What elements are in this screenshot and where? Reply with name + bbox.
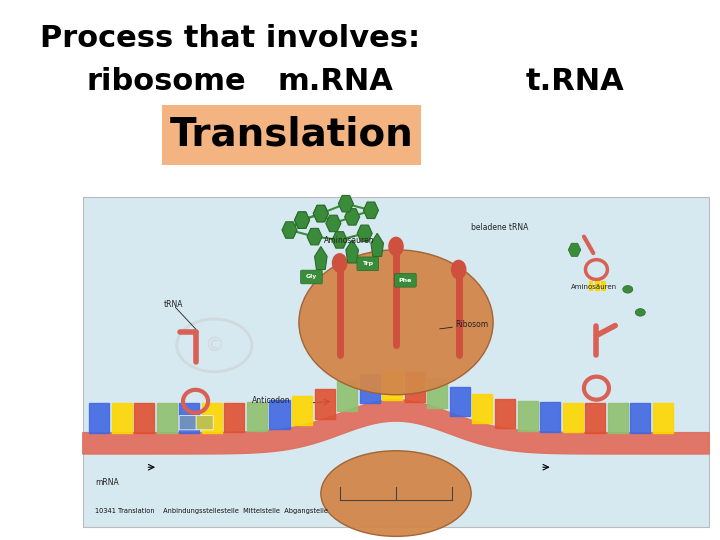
Polygon shape [357,225,372,241]
Polygon shape [495,399,515,428]
Text: mRNA: mRNA [95,478,119,487]
Text: t.RNA: t.RNA [526,68,624,97]
Text: Anticodon: Anticodon [252,396,291,405]
FancyBboxPatch shape [179,416,197,430]
FancyBboxPatch shape [301,270,323,284]
Ellipse shape [321,451,471,536]
Ellipse shape [332,253,348,273]
FancyBboxPatch shape [395,273,416,287]
Polygon shape [315,246,327,269]
Polygon shape [326,215,341,232]
Polygon shape [313,205,328,222]
Polygon shape [382,370,402,400]
Circle shape [623,286,633,293]
Ellipse shape [451,260,467,280]
Text: Ribosom: Ribosom [456,320,489,329]
Polygon shape [568,243,581,256]
Text: Gly: Gly [306,274,317,279]
Polygon shape [337,381,357,410]
Polygon shape [179,403,199,433]
Circle shape [635,309,645,316]
Polygon shape [112,403,132,433]
Polygon shape [89,403,109,433]
Text: 10341 Translation    Anbindungsstellestelle  Mittelstelle  Abgangstelle: 10341 Translation Anbindungsstellestelle… [95,508,328,514]
Polygon shape [247,402,267,431]
Polygon shape [269,400,289,429]
Ellipse shape [388,237,404,256]
Polygon shape [292,396,312,426]
Polygon shape [562,403,582,433]
Text: Translation: Translation [170,116,413,154]
Ellipse shape [299,250,493,395]
FancyBboxPatch shape [589,281,593,291]
Polygon shape [315,389,335,419]
Polygon shape [313,205,328,222]
FancyBboxPatch shape [601,281,606,291]
Polygon shape [364,202,379,219]
Polygon shape [294,212,310,228]
Text: ©: © [204,336,224,355]
Polygon shape [225,403,244,432]
Polygon shape [540,402,560,432]
FancyBboxPatch shape [595,281,600,291]
Polygon shape [608,403,628,433]
Text: Aminosäuren: Aminosäuren [572,285,618,291]
Text: Process that involves:: Process that involves: [40,24,420,53]
Text: m.RNA: m.RNA [277,68,393,97]
Polygon shape [134,403,154,433]
Polygon shape [332,232,347,248]
FancyBboxPatch shape [162,105,421,165]
Polygon shape [307,228,322,245]
Polygon shape [345,208,360,225]
Polygon shape [518,401,538,431]
Polygon shape [282,222,297,238]
Polygon shape [346,240,359,263]
Polygon shape [630,403,650,433]
Polygon shape [450,387,470,416]
Polygon shape [653,403,673,433]
Text: Phe: Phe [399,278,412,282]
Text: tRNA: tRNA [164,300,184,309]
Polygon shape [202,403,222,433]
FancyBboxPatch shape [357,257,379,271]
Text: Trp: Trp [362,261,373,266]
Polygon shape [428,379,447,408]
Polygon shape [472,394,492,423]
Polygon shape [360,374,379,403]
Polygon shape [371,233,384,256]
Polygon shape [405,372,425,402]
Polygon shape [338,195,354,212]
Polygon shape [157,403,177,433]
FancyBboxPatch shape [83,197,709,526]
Text: ribosome: ribosome [86,68,246,97]
Polygon shape [83,400,709,454]
Text: beladene tRNA: beladene tRNA [471,223,528,232]
Text: Aminosäuren: Aminosäuren [324,236,374,245]
FancyBboxPatch shape [196,416,213,430]
Polygon shape [585,403,606,433]
Polygon shape [294,212,310,228]
